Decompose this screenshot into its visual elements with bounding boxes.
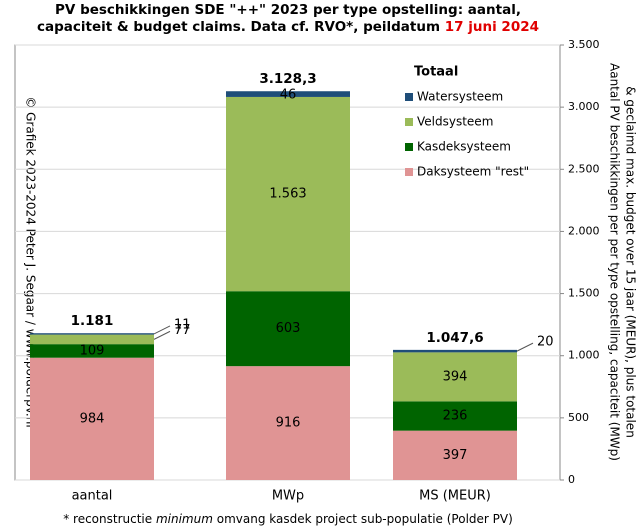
x-tick-label: aantal	[72, 489, 113, 504]
chart-title: PV beschikkingen SDE "++" 2023 per type …	[55, 2, 521, 18]
footnote-part: * reconstructie	[63, 512, 156, 526]
legend-label: Veldsysteem	[417, 115, 493, 129]
footnote-part: omvang kasdek project sub-populatie (Pol…	[213, 512, 513, 526]
data-label: 603	[276, 321, 301, 336]
chart-title-part: capaciteit & budget claims. Data cf. RVO…	[37, 19, 445, 35]
bar-segment	[226, 366, 350, 480]
y-tick-label: 2.000	[568, 224, 600, 237]
data-label: 984	[80, 411, 105, 426]
data-label: 394	[443, 369, 468, 384]
bar-segment	[30, 357, 154, 480]
bar-segment	[30, 344, 154, 358]
y-axis-label: Aantal PV beschikkingen per per type ops…	[608, 63, 622, 461]
data-label: 11	[174, 317, 191, 332]
total-label: 3.128,3	[259, 71, 316, 87]
footnote: * reconstructie minimum omvang kasdek pr…	[63, 512, 513, 526]
y-tick-label: 1.000	[568, 349, 600, 362]
data-label: 397	[443, 448, 468, 463]
leader-line	[516, 342, 534, 352]
footnote-part: minimum	[156, 512, 213, 526]
legend-title: Totaal	[414, 65, 458, 80]
legend-label: Kasdeksysteem	[417, 140, 511, 154]
y-tick-label: 0	[568, 473, 575, 486]
bar-segment	[30, 334, 154, 345]
bar-segment	[393, 430, 517, 480]
x-tick-label: MWp	[272, 489, 304, 504]
data-label: 109	[80, 343, 105, 358]
x-tick-label: MS (MEUR)	[419, 489, 491, 504]
y-tick-label: 1.500	[568, 287, 600, 300]
y-tick-label: 2.500	[568, 162, 600, 175]
bar-segment	[393, 401, 517, 431]
total-label: 1.047,6	[426, 330, 483, 346]
y-axis-label: & geclaimd max. budget over 15 jaar (MEU…	[624, 86, 638, 438]
bar-segment	[393, 349, 517, 353]
bar-segment	[226, 291, 350, 367]
data-label: 1.563	[269, 187, 306, 202]
legend-swatch	[405, 93, 413, 101]
data-label: 916	[276, 416, 301, 431]
y-tick-label: 3.000	[568, 100, 600, 113]
leader-line	[153, 325, 171, 335]
leader-line	[153, 330, 171, 340]
legend-swatch	[405, 168, 413, 176]
chart-title: capaciteit & budget claims. Data cf. RVO…	[37, 19, 539, 35]
legend-swatch	[405, 143, 413, 151]
y-tick-label: 500	[568, 411, 589, 424]
data-label: 20	[537, 335, 554, 350]
legend-swatch	[405, 118, 413, 126]
data-label: 236	[443, 408, 468, 423]
data-label: 77	[174, 323, 191, 338]
bar-segment	[226, 96, 350, 292]
bar-segment	[226, 91, 350, 97]
y-tick-label: 3.500	[568, 38, 600, 51]
bar-segment	[30, 333, 154, 335]
legend-label: Daksysteem "rest"	[417, 165, 529, 179]
data-label: 46	[280, 88, 297, 103]
legend-label: Watersysteem	[417, 90, 503, 104]
chart-title-date: 17 juni 2024	[445, 19, 539, 35]
total-label: 1.181	[71, 313, 114, 329]
bar-segment	[393, 352, 517, 402]
